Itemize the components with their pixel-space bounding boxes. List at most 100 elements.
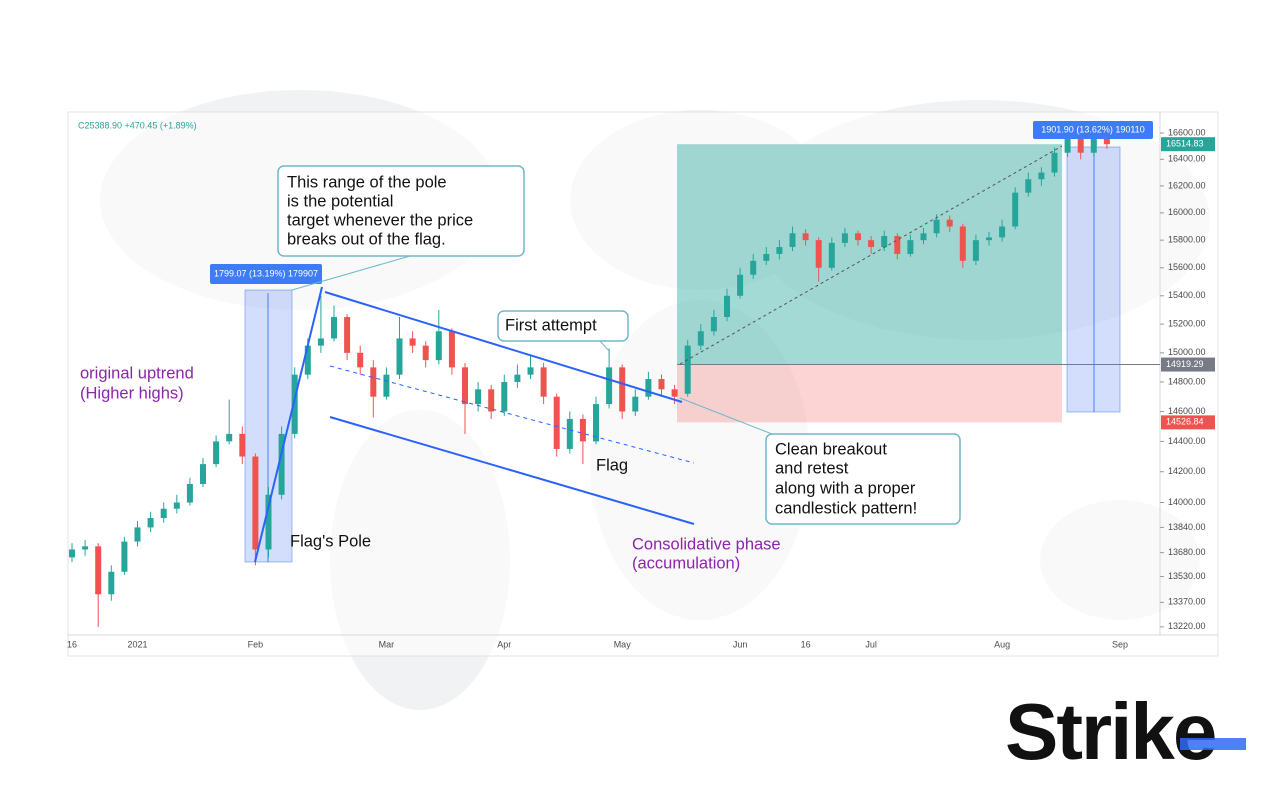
candle-body [475, 389, 482, 405]
candle-body [933, 219, 940, 234]
x-tick-label: Apr [497, 639, 511, 649]
target-path [679, 145, 1063, 365]
candle-body [868, 240, 875, 248]
candle-body [946, 219, 953, 227]
price-tag-label: 14526.84 [1166, 417, 1204, 427]
candle-body [606, 367, 613, 405]
x-tick-label: Aug [994, 639, 1010, 649]
candle-body [95, 546, 102, 595]
candle-body [422, 345, 429, 361]
candle-body [566, 418, 573, 449]
trend-lines [254, 286, 695, 563]
annotation: This range of the pole [287, 173, 447, 191]
candle-body [1025, 179, 1032, 193]
x-tick-label: 2021 [127, 639, 147, 649]
candle-body [540, 367, 547, 397]
ticker: C25388.90 +470.45 (+1.89%) [78, 120, 197, 130]
annotation: (Higher highs) [80, 384, 184, 402]
candle-body [959, 226, 966, 261]
logo: Strike [1005, 687, 1215, 776]
y-tick-label: 14800.00 [1168, 376, 1206, 386]
candle-body [409, 338, 416, 346]
x-tick-label: May [614, 639, 632, 649]
candle-body [907, 240, 914, 254]
candle-body [632, 396, 639, 412]
candle-body [435, 331, 442, 361]
y-tick-label: 15400.00 [1168, 290, 1206, 300]
candle-body [200, 464, 206, 484]
candle-body [147, 518, 154, 528]
candle-body [173, 502, 180, 509]
y-tick-label: 13680.00 [1168, 547, 1206, 557]
candle-body [724, 295, 730, 318]
annotation: is the potential [287, 192, 393, 210]
candle-body [828, 242, 835, 268]
candle-body [710, 317, 717, 332]
x-tick-label: Feb [248, 639, 264, 649]
candle-body [265, 494, 272, 550]
price-tag-label: 16514.83 [1166, 139, 1204, 149]
candle-body [986, 237, 992, 241]
candle-body [291, 374, 298, 434]
candle-body [645, 379, 652, 397]
measure-label: 1901.90 (13.62%) 190110 [1041, 124, 1144, 134]
candle-body [383, 374, 390, 397]
candle-body [252, 456, 259, 550]
annotation: original uptrend [80, 364, 194, 382]
candle-body [278, 433, 285, 495]
y-tick-label: 14000.00 [1168, 497, 1206, 507]
y-tick-label: 13370.00 [1168, 597, 1206, 607]
candle-body [514, 374, 521, 382]
annotation: (accumulation) [632, 554, 740, 572]
candle-body [331, 317, 337, 339]
price-tag [1161, 137, 1215, 152]
x-tick-label: 16 [67, 639, 77, 649]
candle-body [802, 233, 809, 241]
candle-body [815, 240, 822, 268]
y-tick-label: 15600.00 [1168, 262, 1206, 272]
candle-body [1064, 133, 1071, 153]
y-tick-label: 14600.00 [1168, 406, 1206, 416]
y-tick-label: 14200.00 [1168, 466, 1206, 476]
candle-body [763, 253, 770, 261]
annotation: First attempt [505, 316, 597, 334]
annotation: Clean breakout [775, 440, 887, 458]
annotation: and retest [775, 459, 849, 477]
y-tick-label: 15800.00 [1168, 235, 1206, 245]
candle-body [527, 367, 534, 375]
candle-body [357, 352, 364, 368]
candle-body [1090, 133, 1097, 153]
price-tag [1161, 357, 1215, 372]
y-tick-label: 15000.00 [1168, 347, 1206, 357]
price-tag-label: 14919.29 [1166, 359, 1204, 369]
callout-pointer [291, 255, 411, 291]
candle-body [488, 389, 495, 412]
measure-label: 1799.07 (13.19%) 179907 [214, 268, 318, 278]
candle-body [619, 367, 626, 412]
annotation: target whenever the price [287, 211, 473, 229]
candle-body [448, 331, 455, 368]
flag-lower-line [329, 416, 695, 525]
candle-body [344, 317, 351, 353]
annotation: Flag [596, 456, 628, 474]
flag-upper-line [324, 291, 683, 403]
candle-body [789, 233, 796, 248]
candle-body [776, 247, 783, 254]
stop-zone [677, 364, 1062, 423]
candle-body [671, 389, 678, 397]
candle-body [1038, 172, 1045, 180]
candle-body [737, 274, 744, 296]
candle-body [920, 233, 927, 241]
candle-body [462, 367, 468, 405]
candle-body [226, 433, 233, 442]
y-tick-label: 13840.00 [1168, 522, 1206, 532]
candle-body [579, 418, 586, 442]
annotation: Flag's Pole [290, 532, 371, 550]
y-tick-label: 16600.00 [1168, 127, 1206, 137]
flag-mid-line [329, 365, 695, 464]
y-tick-label: 13530.00 [1168, 571, 1206, 581]
candle-body [841, 233, 848, 243]
candle-body [894, 236, 901, 254]
